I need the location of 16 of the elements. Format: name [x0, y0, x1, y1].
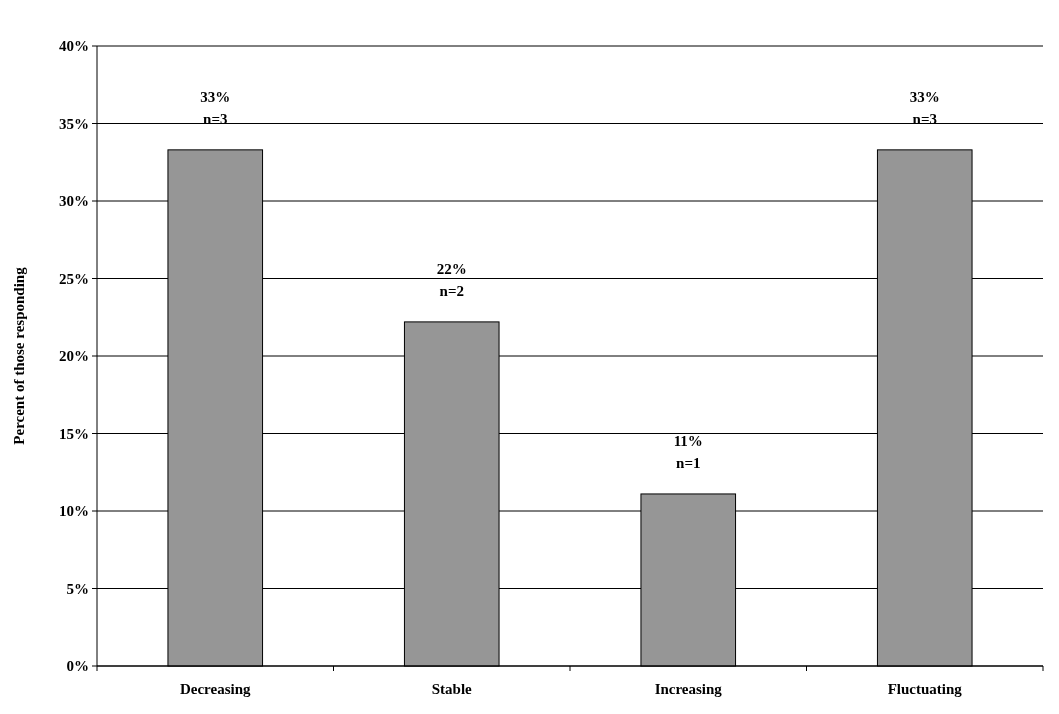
- y-tick-label: 15%: [59, 425, 89, 442]
- data-label: 11% n=1: [673, 432, 703, 471]
- y-tick-label: 5%: [66, 580, 89, 597]
- x-tick-label: Decreasing: [179, 681, 252, 697]
- y-tick-label: 35%: [59, 115, 89, 132]
- x-tick-label: Increasing: [654, 681, 723, 697]
- y-tick-label: 0%: [66, 658, 89, 675]
- data-label: 22% n=2: [436, 260, 467, 299]
- y-axis-title: Percent of those responding: [11, 266, 27, 445]
- x-tick-label: Stable: [431, 681, 473, 697]
- y-tick-label: 30%: [59, 193, 89, 210]
- y-tick-label: 10%: [59, 503, 89, 520]
- y-tick-label: 20%: [59, 348, 89, 365]
- y-tick-label: 25%: [59, 270, 89, 287]
- x-tick-label: Fluctuating: [887, 681, 963, 697]
- y-tick-label: 40%: [59, 38, 89, 55]
